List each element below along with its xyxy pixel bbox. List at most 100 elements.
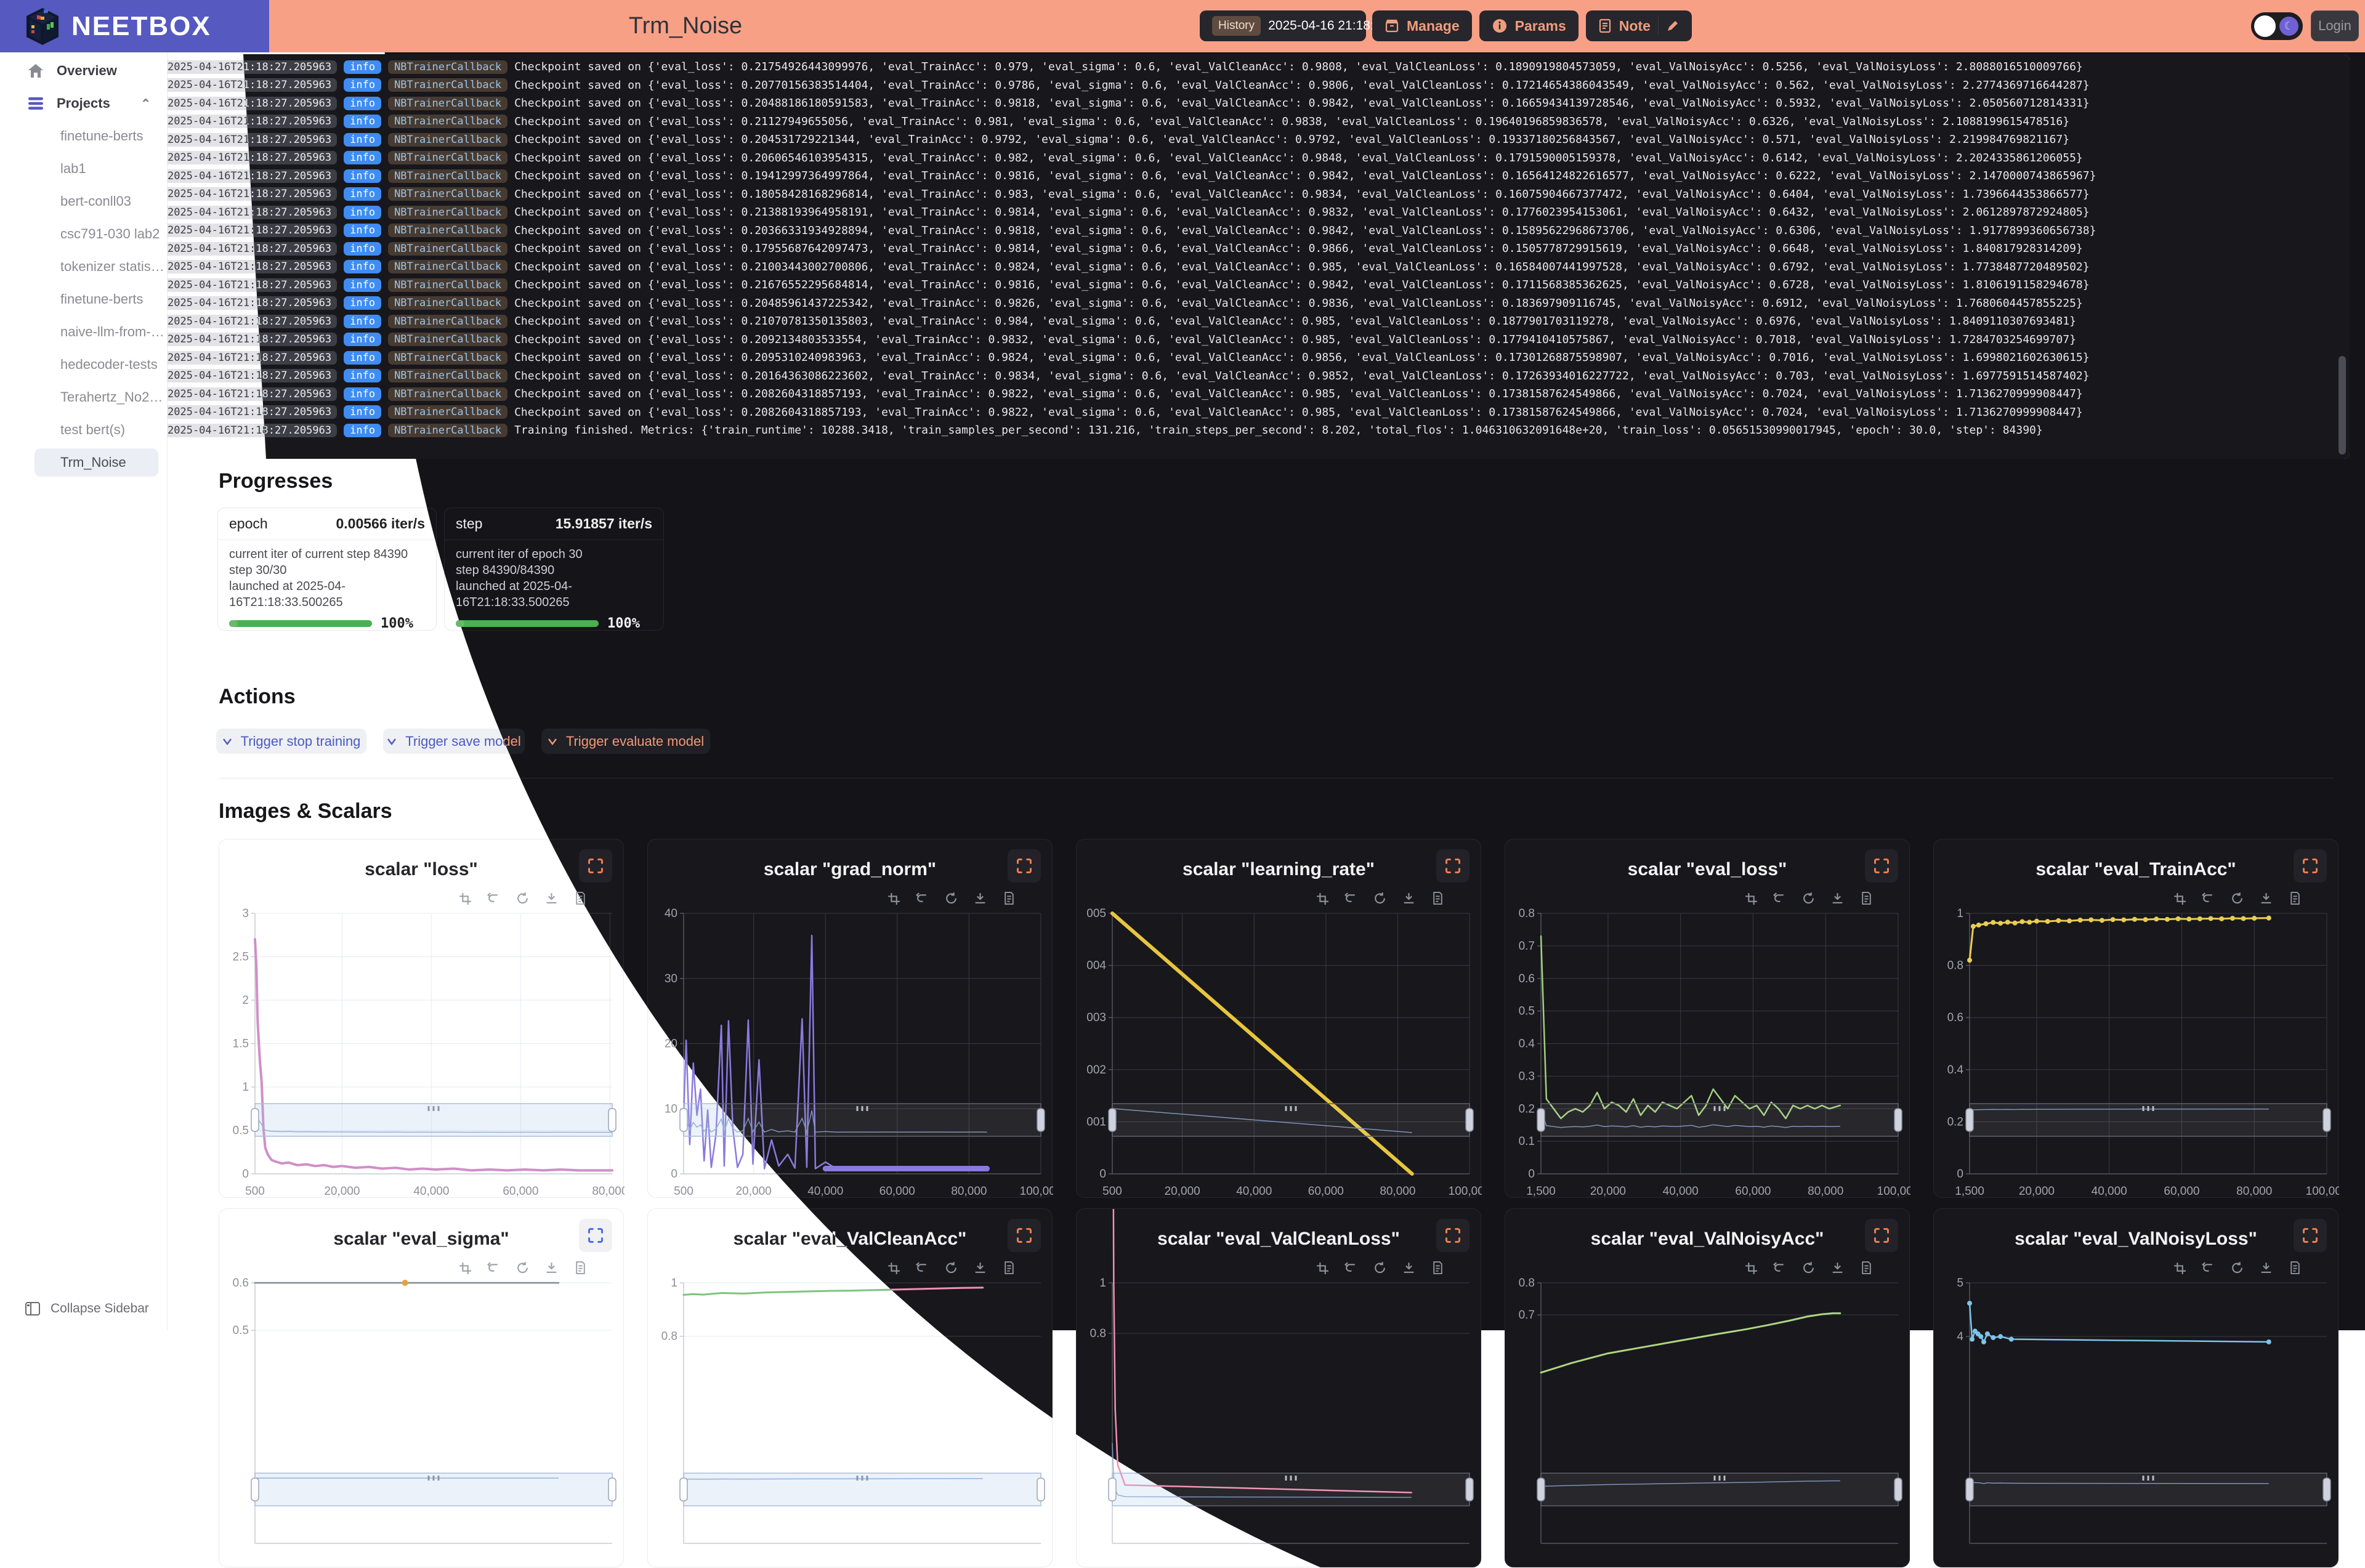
sidebar-project-tokenizer-statistics-llama[interactable]: tokenizer statistics llama	[0, 253, 167, 281]
info-icon	[1492, 18, 1508, 34]
log-tag: NBTrainerCallback	[388, 78, 507, 92]
progress-percent: 100%	[607, 616, 640, 631]
svg-text:0.8: 0.8	[1090, 1327, 1106, 1340]
neetbox-logo	[25, 7, 60, 46]
log-scrollbar[interactable]	[2339, 356, 2346, 455]
sidebar-project-csc791-030-lab2[interactable]: csc791-030 lab2	[0, 220, 167, 248]
svg-text:100,000: 100,000	[1877, 1185, 1910, 1198]
log-tag: NBTrainerCallback	[388, 206, 507, 219]
log-level-badge: info	[344, 278, 381, 292]
svg-text:0.4: 0.4	[1947, 1064, 1964, 1077]
log-level-badge: info	[344, 78, 381, 92]
sidebar-project-lab1[interactable]: lab1	[0, 155, 167, 183]
action-button-trigger-stop-training[interactable]: Trigger stop training	[216, 729, 366, 754]
svg-text:0.6: 0.6	[233, 1277, 249, 1290]
svg-text:80,000: 80,000	[2236, 1185, 2272, 1198]
svg-text:0.8: 0.8	[1947, 960, 1963, 972]
svg-text:1,500: 1,500	[1526, 1185, 1556, 1198]
log-message: Checkpoint saved on {'eval_loss': 0.2100…	[514, 261, 2090, 273]
log-level-badge: info	[344, 115, 381, 128]
svg-text:1,500: 1,500	[1955, 1185, 1984, 1198]
svg-text:60,000: 60,000	[1308, 1185, 1344, 1198]
history-dropdown[interactable]: History 2025-04-16 21:18:30	[1200, 10, 1366, 41]
params-button[interactable]: Params	[1479, 10, 1579, 41]
history-value: 2025-04-16 21:18:30	[1268, 18, 1388, 33]
svg-text:003: 003	[1086, 1011, 1106, 1024]
project-name: Terahertz_No22_Gl261_gl	[60, 389, 167, 405]
svg-text:40,000: 40,000	[1663, 1185, 1699, 1198]
log-row: 2025-04-16T21:18:27.205963infoNBTrainerC…	[154, 294, 2350, 313]
svg-text:0.8: 0.8	[661, 1330, 677, 1343]
log-message: Checkpoint saved on {'eval_loss': 0.1941…	[514, 169, 2096, 182]
chart-plot[interactable]: 0.80.7	[1505, 1209, 1910, 1568]
pencil-icon[interactable]	[1666, 19, 1680, 33]
log-level-badge: info	[344, 224, 381, 237]
log-level-badge: info	[344, 97, 381, 110]
svg-text:1: 1	[242, 1081, 249, 1094]
project-name: Trm_Noise	[60, 455, 126, 471]
note-button[interactable]: Note	[1586, 10, 1692, 41]
log-message: Checkpoint saved on {'eval_loss': 0.2175…	[514, 60, 2083, 73]
login-button[interactable]: Login	[2311, 10, 2359, 41]
sidebar-project-finetune-berts[interactable]: finetune-berts	[0, 122, 167, 150]
sidebar-item-overview[interactable]: Overview	[0, 57, 167, 85]
progress-bar	[229, 620, 372, 627]
project-name: csc791-030 lab2	[60, 226, 160, 242]
sidebar-project-trm-noise[interactable]: Trm_Noise	[34, 448, 158, 477]
sidebar-project-finetune-berts[interactable]: finetune-berts	[0, 285, 167, 313]
action-label: Trigger evaluate model	[566, 733, 704, 750]
section-heading-images-scalars: Images & Scalars	[219, 799, 392, 823]
page-title: Trm_Noise	[624, 0, 747, 52]
home-icon	[27, 63, 44, 79]
svg-text:100,000: 100,000	[2306, 1185, 2339, 1198]
project-name: tokenizer statistics llama	[60, 259, 167, 275]
log-console[interactable]: 2025-04-16T21:18:27.205963infoNBTrainerC…	[154, 54, 2350, 459]
theme-toggle[interactable]: ☾	[2251, 12, 2303, 40]
log-level-badge: info	[344, 133, 381, 147]
sidebar-project-bert-conll03[interactable]: bert-conll03	[0, 187, 167, 216]
sidebar-project-test-bert-s-[interactable]: test bert(s)	[0, 416, 167, 444]
project-name: finetune-berts	[60, 128, 144, 144]
sidebar-item-projects[interactable]: Projects ⌃	[0, 89, 167, 118]
log-tag: NBTrainerCallback	[388, 260, 507, 273]
project-name: test bert(s)	[60, 422, 125, 438]
svg-text:3: 3	[242, 907, 249, 920]
log-level-badge: info	[344, 60, 381, 74]
log-level-badge: info	[344, 369, 381, 382]
brand-block[interactable]: NEETBOX	[0, 0, 269, 52]
svg-text:100,000: 100,000	[1449, 1185, 1482, 1198]
collapse-sidebar-button[interactable]: Collapse Sidebar	[25, 1301, 149, 1317]
document-icon	[1598, 18, 1612, 33]
svg-text:20,000: 20,000	[324, 1185, 360, 1198]
log-message: Checkpoint saved on {'eval_loss': 0.2138…	[514, 206, 2090, 219]
log-message: Checkpoint saved on {'eval_loss': 0.2060…	[514, 152, 2083, 164]
manage-button[interactable]: Manage	[1372, 10, 1472, 41]
chevron-down-icon	[222, 738, 232, 745]
log-level-badge: info	[344, 260, 381, 273]
sidebar-item-label: Projects	[57, 95, 110, 111]
log-level-badge: info	[344, 242, 381, 256]
sidebar-project-terahertz-no22-gl261-gl[interactable]: Terahertz_No22_Gl261_gl	[0, 383, 167, 411]
chart-plot[interactable]: 0.60.5	[219, 1209, 625, 1568]
sidebar-project-hedecoder-tests[interactable]: hedecoder-tests	[0, 350, 167, 379]
svg-text:1: 1	[1099, 1277, 1106, 1290]
sidebar-project-naive-llm-from-scratch[interactable]: naive-llm-from-scratch	[0, 318, 167, 346]
svg-text:0: 0	[242, 1168, 249, 1181]
log-tag: NBTrainerCallback	[388, 224, 507, 237]
params-label: Params	[1515, 18, 1566, 34]
log-row: 2025-04-16T21:18:27.205963infoNBTrainerC…	[154, 312, 2350, 331]
action-button-trigger-evaluate-model[interactable]: Trigger evaluate model	[541, 729, 710, 754]
chart-plot[interactable]: 54	[1934, 1209, 2339, 1568]
chevron-up-icon[interactable]: ⌃	[140, 96, 151, 111]
menu-icon	[27, 96, 44, 111]
